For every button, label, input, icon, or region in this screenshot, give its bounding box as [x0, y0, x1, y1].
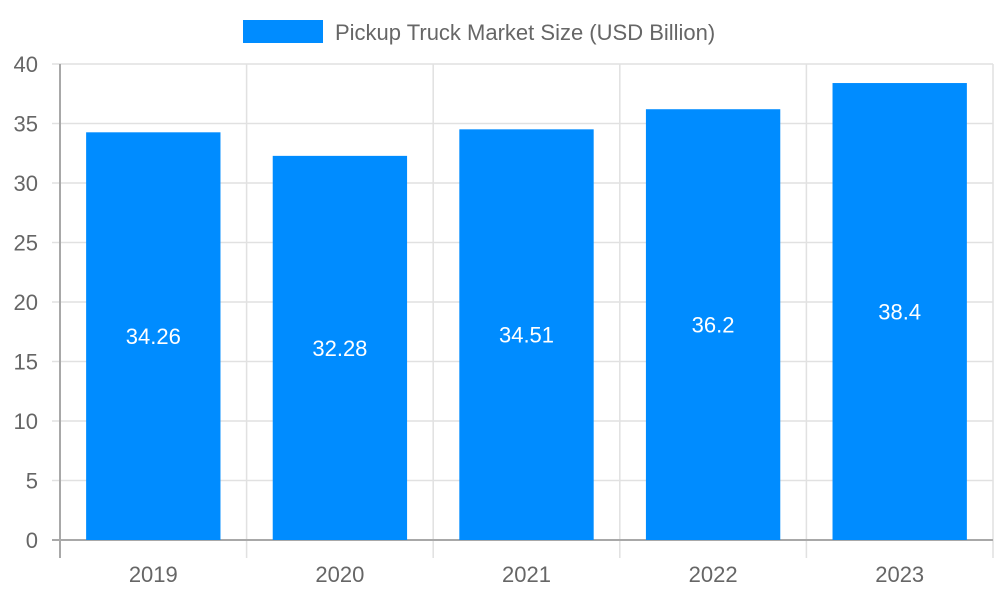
- y-tick-label: 25: [14, 231, 38, 256]
- bar-2022[interactable]: [645, 109, 781, 540]
- y-tick-label: 5: [26, 469, 38, 494]
- x-axis-labels: 2019 2020 2021 2022 2023: [129, 562, 924, 587]
- bar-value-label: 34.26: [126, 324, 181, 349]
- y-tick-label: 20: [14, 290, 38, 315]
- legend[interactable]: Pickup Truck Market Size (USD Billion): [243, 20, 715, 45]
- x-tick-label: 2023: [875, 562, 924, 587]
- y-tick-label: 40: [14, 52, 38, 77]
- legend-label: Pickup Truck Market Size (USD Billion): [335, 20, 715, 45]
- x-tick-label: 2022: [689, 562, 738, 587]
- bar-value-label: 38.4: [878, 300, 921, 325]
- legend-swatch: [243, 20, 323, 43]
- bar-value-label: 32.28: [312, 336, 367, 361]
- bar-2021[interactable]: [459, 129, 594, 540]
- y-axis-labels: 0 5 10 15 20 25 30 35 40: [14, 52, 38, 553]
- x-tick-label: 2021: [502, 562, 551, 587]
- y-tick-label: 30: [14, 171, 38, 196]
- bar-value-label: 36.2: [692, 313, 735, 338]
- x-tick-label: 2019: [129, 562, 178, 587]
- bars: 34.26 32.28 34.51 36.2 38.4: [86, 83, 967, 541]
- bar-value-label: 34.51: [499, 323, 554, 348]
- bar-2023[interactable]: [832, 83, 967, 540]
- y-tick-label: 15: [14, 350, 38, 375]
- bar-2020[interactable]: [272, 155, 408, 541]
- y-tick-label: 10: [14, 409, 38, 434]
- bar-2019[interactable]: [86, 132, 221, 540]
- y-tick-label: 35: [14, 112, 38, 137]
- x-tick-label: 2020: [315, 562, 364, 587]
- y-tick-label: 0: [26, 528, 38, 553]
